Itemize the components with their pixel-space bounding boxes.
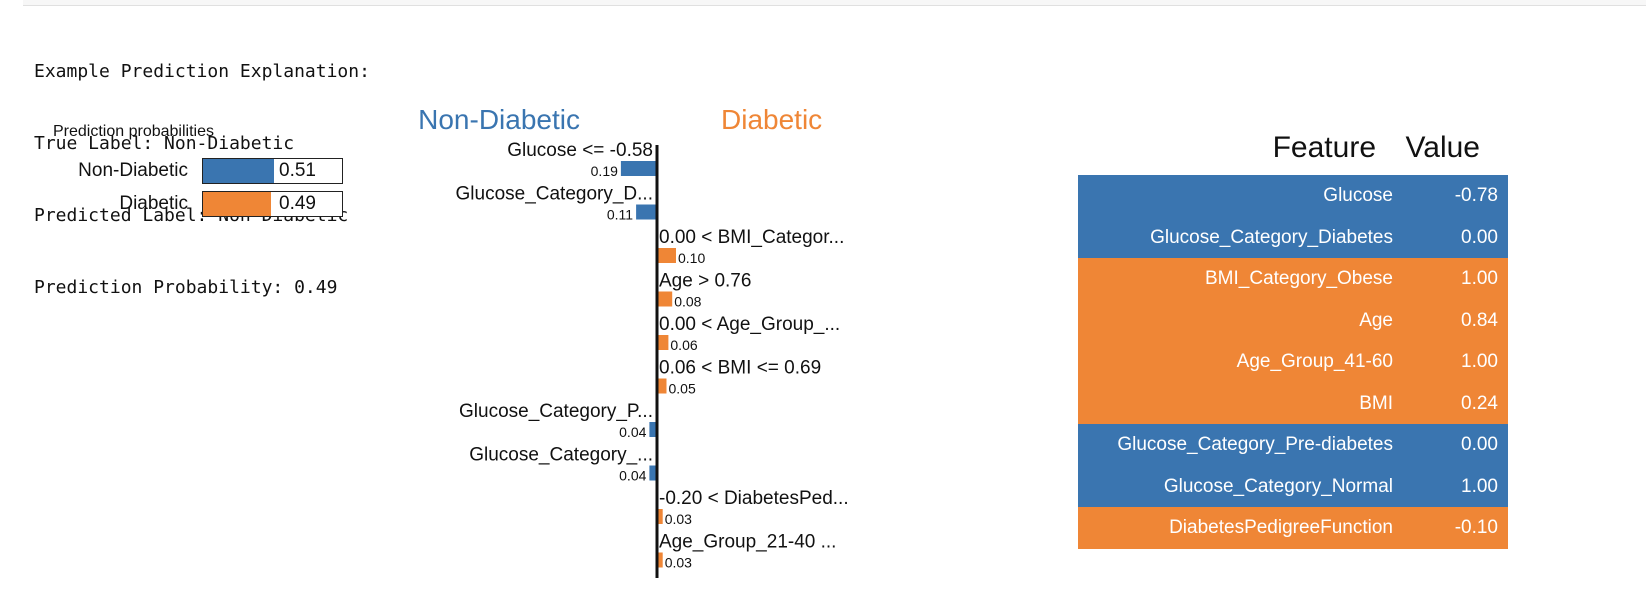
bar-label: -0.20 < DiabetesPed... <box>659 488 849 509</box>
bar-label: Age > 0.76 <box>659 271 751 292</box>
bar-left <box>636 204 657 220</box>
feature-name: Glucose <box>1323 185 1393 206</box>
feature-row: Age 0.84 <box>1078 299 1508 341</box>
bar-right <box>657 509 663 524</box>
bar-value: 0.11 <box>607 207 633 223</box>
feature-name: BMI_Category_Obese <box>1205 268 1393 289</box>
bar-right <box>657 378 667 394</box>
feature-row: Age_Group_41-60 1.00 <box>1078 341 1508 383</box>
pp-fill-diabetic <box>203 192 272 216</box>
feature-row: BMI_Category_Obese 1.00 <box>1078 258 1508 300</box>
bar-label: Glucose <= -0.58 <box>507 140 653 161</box>
summary-line-true-label: True Label: Non-Diabetic <box>34 133 295 154</box>
feature-row: Glucose_Category_Diabetes 0.00 <box>1078 216 1508 258</box>
bar-value: 0.04 <box>619 468 646 484</box>
bar-value: 0.19 <box>591 163 618 179</box>
pp-title: Prediction probabilities <box>53 123 214 140</box>
pp-box-diabetic: 0.49 <box>202 191 343 217</box>
bar-label: 0.00 < BMI_Categor... <box>659 227 844 248</box>
feature-table: Feature Value Glucose -0.78 Glucose_Catego… <box>1078 123 1508 549</box>
explanation-chart: Non-Diabetic Diabetic Glucose <= -0.58 0.19… <box>418 104 849 578</box>
top-border <box>23 0 1646 6</box>
bar-right <box>657 248 676 263</box>
bar-value: 0.03 <box>665 555 692 571</box>
bar-left <box>649 465 657 481</box>
feature-name: DiabetesPedigreeFunction <box>1169 517 1393 538</box>
feature-value: -0.78 <box>1454 185 1498 206</box>
feature-name: Age <box>1359 309 1393 331</box>
bar-label: Glucose_Category_D... <box>456 184 654 205</box>
header-feature: Feature <box>1272 131 1376 164</box>
feature-row: DiabetesPedigreeFunction -0.10 <box>1078 507 1508 549</box>
bar-value: 0.03 <box>665 511 692 527</box>
pp-value-diabetic: 0.49 <box>279 193 316 214</box>
feature-value: 1.00 <box>1461 268 1498 289</box>
pp-label-diabetic: Diabetic <box>119 193 188 214</box>
bar-label: 0.06 < BMI <= 0.69 <box>659 358 821 379</box>
bar-left <box>620 161 657 176</box>
class-header-non-diabetic: Non-Diabetic <box>418 104 580 135</box>
feature-value: 0.24 <box>1461 392 1498 414</box>
feature-table-body: Glucose -0.78 Glucose_Category_Diabetes 0.0… <box>1078 175 1508 549</box>
feature-name: Glucose_Category_Normal <box>1163 475 1393 497</box>
bar-label: 0.00 < Age_Group_... <box>659 314 840 335</box>
bar-label: Glucose_Category_P... <box>459 401 653 422</box>
feature-value: 1.00 <box>1461 475 1498 497</box>
feature-row: Glucose_Category_Pre-diabetes 0.00 <box>1078 424 1508 466</box>
bar-value: 0.06 <box>670 337 697 353</box>
feature-value: 1.00 <box>1461 351 1498 372</box>
pp-label-non-diabetic: Non-Diabetic <box>78 160 188 181</box>
pp-box-non-diabetic: 0.51 <box>202 158 343 184</box>
bar-right <box>657 291 673 307</box>
summary-line-probability: Prediction Probability: 0.49 <box>34 277 338 298</box>
feature-name: Age_Group_41-60 <box>1236 351 1393 372</box>
class-header-diabetic: Diabetic <box>721 104 822 135</box>
bar-right <box>657 552 663 568</box>
summary-line-title: Example Prediction Explanation: <box>34 61 370 82</box>
header-value: Value <box>1405 131 1480 164</box>
pp-value-non-diabetic: 0.51 <box>279 160 316 181</box>
bar-label: Age_Group_21-40 ... <box>659 532 836 553</box>
feature-row: Glucose_Category_Normal 1.00 <box>1078 465 1508 507</box>
feature-value: 0.00 <box>1461 226 1498 248</box>
pp-fill-non-diabetic <box>203 159 274 183</box>
feature-row: BMI 0.24 <box>1078 382 1508 424</box>
feature-table-header: Feature Value <box>1078 123 1508 175</box>
bar-label: Glucose_Category_... <box>469 445 653 466</box>
bar-value: 0.04 <box>619 424 646 440</box>
pp-row-diabetic: Diabetic 0.49 <box>0 191 400 217</box>
bar-value: 0.08 <box>674 294 701 310</box>
feature-row: Glucose -0.78 <box>1078 175 1508 217</box>
bar-left <box>649 422 657 437</box>
bar-value: 0.05 <box>669 381 696 397</box>
bar-value: 0.10 <box>678 250 705 266</box>
feature-value: 0.84 <box>1461 309 1498 331</box>
feature-value: -0.10 <box>1454 517 1498 538</box>
feature-value: 0.00 <box>1461 434 1498 455</box>
feature-name: Glucose_Category_Pre-diabetes <box>1117 434 1393 455</box>
bar-right <box>657 335 669 350</box>
feature-name: BMI <box>1359 392 1393 414</box>
feature-name: Glucose_Category_Diabetes <box>1150 226 1393 248</box>
pp-row-non-diabetic: Non-Diabetic 0.51 <box>0 158 400 184</box>
